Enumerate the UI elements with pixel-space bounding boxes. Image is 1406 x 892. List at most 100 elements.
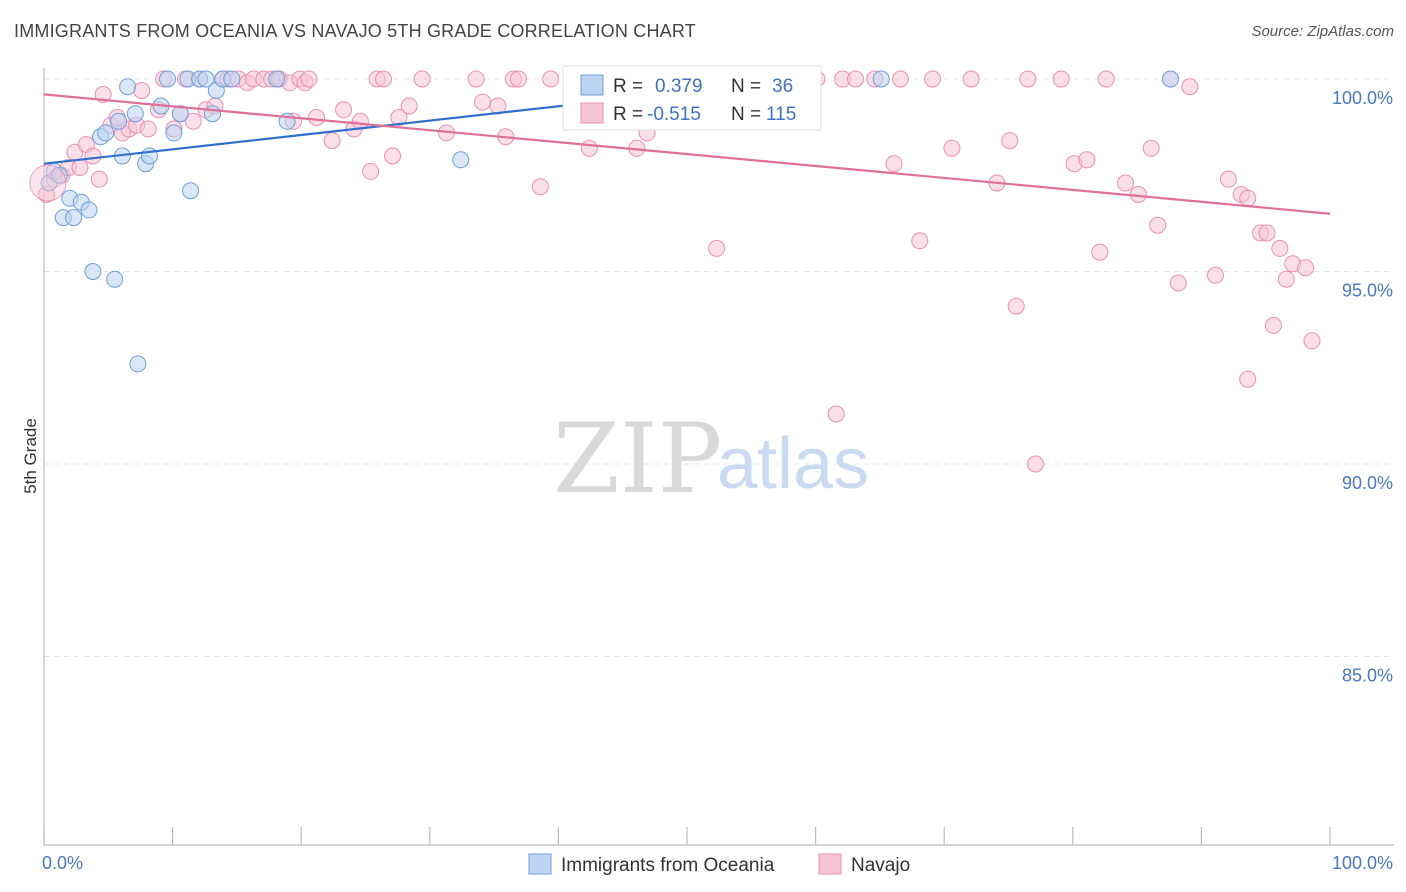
point-navajo-87 bbox=[1007, 297, 1025, 315]
point-navajo-22 bbox=[184, 112, 202, 130]
watermark-atlas: atlas bbox=[717, 424, 869, 504]
point-oceania-8 bbox=[84, 263, 102, 280]
point-navajo-82 bbox=[924, 70, 942, 88]
stats-swatch-navajo bbox=[580, 102, 604, 124]
stats-legend: R = 0.379 N = 36 R = -0.515 N = 115 bbox=[562, 65, 822, 131]
point-navajo-94 bbox=[1097, 70, 1115, 88]
axes bbox=[43, 68, 1394, 846]
point-navajo-69 bbox=[708, 239, 726, 257]
point-oceania-14 bbox=[119, 78, 137, 96]
point-navajo-86 bbox=[1001, 132, 1019, 150]
chart-title: IMMIGRANTS FROM OCEANIA VS NAVAJO 5TH GR… bbox=[14, 21, 696, 41]
stats-swatch-oceania bbox=[580, 74, 604, 96]
point-navajo-98 bbox=[1149, 216, 1167, 234]
tick-labels: 100.0% 95.0% 90.0% 85.0% 0.0% 100.0% 5th Grade bbox=[21, 88, 1393, 873]
y-tick-label-3: 85.0% bbox=[1342, 666, 1393, 686]
point-navajo-cluster bbox=[29, 164, 67, 202]
point-oceania-31 bbox=[268, 70, 286, 88]
point-navajo-113 bbox=[1303, 332, 1321, 350]
trend-line-navajo bbox=[43, 93, 1331, 215]
x-tick-label-left: 0.0% bbox=[42, 853, 83, 873]
point-navajo-8 bbox=[90, 170, 108, 188]
point-navajo-7 bbox=[84, 147, 102, 165]
point-oceania-20 bbox=[159, 70, 176, 88]
y-tick-label-0: 100.0% bbox=[1332, 88, 1393, 108]
point-oceania-24 bbox=[182, 182, 200, 200]
stats-n-value-navajo: 115 bbox=[766, 104, 796, 125]
point-navajo-81 bbox=[911, 232, 929, 250]
point-navajo-48 bbox=[390, 109, 408, 126]
point-navajo-89 bbox=[1027, 455, 1044, 473]
point-oceania-5 bbox=[65, 209, 83, 227]
point-navajo-105 bbox=[1239, 189, 1257, 207]
source-label: Source: ZipAtlas.com bbox=[1251, 23, 1394, 40]
legend-label-navajo: Navajo bbox=[851, 855, 910, 876]
stats-n-value-oceania: 36 bbox=[772, 76, 793, 97]
point-navajo-103 bbox=[1219, 170, 1237, 188]
point-navajo-97 bbox=[1142, 139, 1160, 157]
bottom-legend: Immigrants from Oceania Navajo bbox=[528, 853, 910, 876]
point-oceania-30 bbox=[223, 70, 241, 88]
point-navajo-109 bbox=[1271, 239, 1289, 257]
point-navajo-46 bbox=[375, 70, 392, 88]
point-navajo-108 bbox=[1264, 316, 1282, 334]
stats-r-value-oceania: 0.379 bbox=[655, 76, 703, 97]
point-navajo-79 bbox=[885, 155, 903, 173]
point-navajo-15 bbox=[133, 82, 151, 99]
y-tick-label-2: 90.0% bbox=[1342, 473, 1393, 493]
point-oceania-21 bbox=[165, 124, 183, 142]
point-navajo-101 bbox=[1181, 78, 1199, 96]
stats-r-label-navajo: R = bbox=[613, 104, 643, 125]
point-navajo-77 bbox=[847, 70, 864, 88]
point-navajo-102 bbox=[1207, 266, 1224, 284]
y-tick-label-1: 95.0% bbox=[1342, 281, 1393, 301]
point-oceania-16 bbox=[129, 355, 147, 373]
stats-n-label-navajo: N = bbox=[731, 104, 761, 125]
y-axis-title: 5th Grade bbox=[21, 418, 40, 494]
point-navajo-53 bbox=[474, 93, 491, 111]
point-navajo-16 bbox=[139, 120, 157, 138]
point-navajo-100 bbox=[1169, 274, 1187, 292]
stats-legend-box bbox=[562, 65, 822, 131]
point-navajo-49 bbox=[400, 97, 418, 115]
point-navajo-47 bbox=[384, 147, 401, 165]
legend-swatch-navajo bbox=[818, 853, 842, 875]
data-points bbox=[29, 70, 1321, 473]
point-oceania-34 bbox=[872, 70, 890, 88]
point-navajo-44 bbox=[362, 162, 380, 180]
grid-lines bbox=[44, 78, 1394, 657]
point-navajo-90 bbox=[1052, 70, 1070, 88]
point-navajo-107 bbox=[1258, 224, 1276, 242]
point-navajo-112 bbox=[1297, 259, 1315, 277]
point-navajo-95 bbox=[1117, 174, 1134, 192]
point-oceania-2 bbox=[50, 166, 68, 184]
point-navajo-38 bbox=[300, 70, 318, 88]
legend-label-oceania: Immigrants from Oceania bbox=[561, 855, 775, 876]
point-navajo-84 bbox=[962, 70, 980, 88]
stats-n-label-oceania: N = bbox=[731, 76, 761, 97]
point-navajo-92 bbox=[1078, 151, 1096, 169]
point-oceania-33 bbox=[452, 151, 470, 169]
point-navajo-114 bbox=[1239, 370, 1257, 388]
point-navajo-75 bbox=[827, 405, 845, 423]
point-navajo-39 bbox=[308, 109, 326, 126]
watermark: ZIP atlas bbox=[553, 403, 869, 515]
point-oceania-12 bbox=[110, 112, 128, 130]
point-navajo-5 bbox=[71, 159, 89, 176]
point-navajo-50 bbox=[413, 70, 431, 88]
point-oceania-15 bbox=[126, 105, 144, 123]
point-navajo-9 bbox=[94, 85, 112, 103]
point-oceania-22 bbox=[171, 105, 189, 123]
legend-swatch-oceania bbox=[528, 853, 552, 875]
point-navajo-61 bbox=[580, 139, 598, 157]
point-navajo-40 bbox=[323, 132, 341, 150]
point-navajo-110 bbox=[1277, 270, 1295, 288]
point-navajo-57 bbox=[510, 70, 527, 88]
point-navajo-93 bbox=[1091, 243, 1109, 261]
point-oceania-26 bbox=[197, 70, 215, 88]
stats-r-value-navajo: -0.515 bbox=[647, 104, 701, 125]
point-navajo-58 bbox=[531, 178, 549, 196]
point-navajo-52 bbox=[467, 70, 485, 88]
point-navajo-41 bbox=[335, 101, 353, 119]
